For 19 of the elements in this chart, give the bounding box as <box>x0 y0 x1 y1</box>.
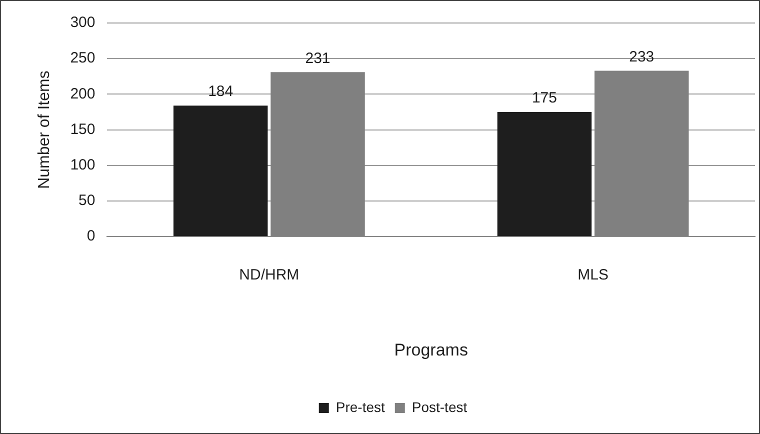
y-tick-label: 200 <box>70 85 96 102</box>
y-tick-label: 300 <box>70 14 96 32</box>
y-tick-label: 0 <box>86 228 96 245</box>
y-axis-title: Number of Items <box>36 70 54 189</box>
data-label: 175 <box>532 90 557 107</box>
x-axis-title: Programs <box>394 340 468 360</box>
bar <box>497 112 592 236</box>
data-label: 184 <box>208 83 234 100</box>
bar <box>173 106 268 236</box>
legend-label: Post-test <box>412 398 468 415</box>
x-tick-label: MLS <box>578 266 608 284</box>
y-tick-label: 100 <box>70 156 96 174</box>
y-tick-label: 250 <box>70 50 96 67</box>
legend-label: Pre-test <box>336 398 385 415</box>
y-tick-label: 50 <box>78 192 96 210</box>
data-label: 233 <box>629 48 654 66</box>
x-tick-label: ND/HRM <box>239 266 300 284</box>
y-tick-label: 150 <box>70 120 96 138</box>
data-label: 231 <box>305 50 330 67</box>
